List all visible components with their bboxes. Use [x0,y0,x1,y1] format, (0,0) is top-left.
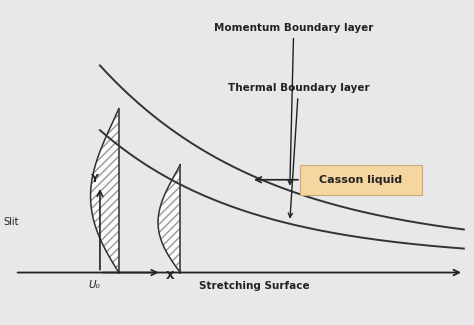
Text: Y: Y [91,174,99,184]
Text: Slit: Slit [3,217,18,227]
FancyBboxPatch shape [300,165,422,195]
Text: Thermal Boundary layer: Thermal Boundary layer [228,83,369,217]
Text: Momentum Boundary layer: Momentum Boundary layer [214,23,374,184]
Text: Casson liquid: Casson liquid [319,175,402,185]
Text: U₀: U₀ [88,280,100,290]
Text: X: X [166,271,175,281]
Text: Stretching Surface: Stretching Surface [199,281,310,291]
